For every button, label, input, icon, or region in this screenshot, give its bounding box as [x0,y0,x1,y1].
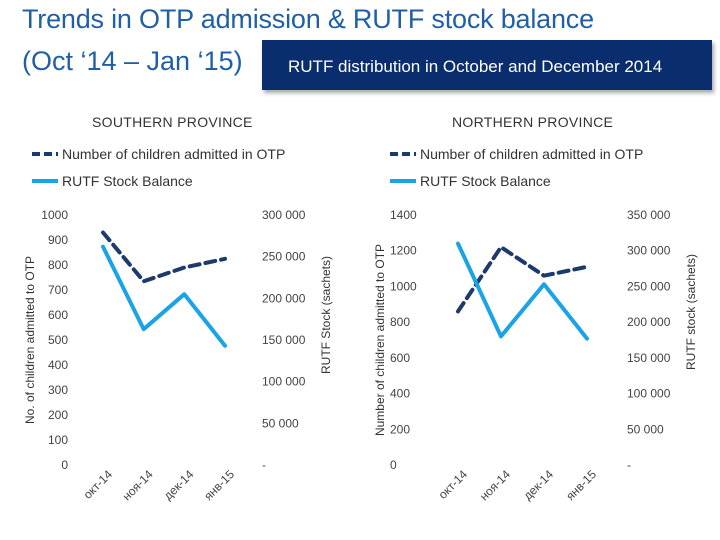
north-category-label: окт-14 [436,467,471,502]
south-left-tick: 200 [48,408,68,422]
south-right-tick: 100 000 [262,375,306,389]
north-legend-label-admitted: Number of children admitted in OTP [420,146,643,162]
north-admitted-line [456,245,589,314]
south-left-tick: 500 [48,333,68,347]
north-right-tick: 350 000 [627,208,671,222]
north-left-tick: 200 [390,422,410,436]
north-right-tick: 50 000 [627,422,664,436]
north-left-tick: 600 [390,351,410,365]
south-left-tick: 300 [48,383,68,397]
south-right-tick: 50 000 [262,416,299,430]
north-left-axis-title: Number of children admitted to OTP [373,244,387,436]
north-right-tick: 250 000 [627,279,671,293]
south-left-tick: 700 [48,283,68,297]
north-left-tick: 1000 [390,279,417,293]
south-legend-label-admitted: Number of children admitted in OTP [62,146,285,162]
south-right-tick: 200 000 [262,291,306,305]
north-category-label: дек-14 [521,467,557,503]
north-right-tick: 300 000 [627,244,671,258]
south-left-tick: 900 [48,233,68,247]
south-right-tick: 300 000 [262,208,306,222]
north-legend-label-stock: RUTF Stock Balance [420,173,551,189]
south-left-tick: 800 [48,258,68,272]
page-subtitle: (Oct ‘14 – Jan ‘15) [22,46,243,76]
south-left-tick: 400 [48,358,68,372]
north-right-tick: 100 000 [627,387,671,401]
north-right-tick: - [627,458,631,472]
south-left-tick: 1000 [41,208,68,222]
north-stock-line [456,241,589,341]
south-right-tick: 250 000 [262,250,306,264]
north-left-tick: 0 [390,458,397,472]
north-category-label: янв-15 [563,467,599,503]
north-left-tick: 800 [390,315,410,329]
south-left-tick: 0 [61,458,68,472]
distribution-banner: RUTF distribution in October and Decembe… [262,40,712,90]
southern-province-chart: Number of children admitted in OTP RUTF S… [23,146,333,503]
south-right-tick: 150 000 [262,333,306,347]
south-left-tick: 100 [48,433,68,447]
south-left-tick: 600 [48,308,68,322]
north-right-tick: 150 000 [627,351,671,365]
south-legend-label-stock: RUTF Stock Balance [62,173,193,189]
north-category-label: ноя-14 [477,467,513,503]
north-left-tick: 1200 [390,244,417,258]
north-right-tick: 200 000 [627,315,671,329]
south-right-axis-title: RUTF Stock (sachets) [319,256,333,374]
south-left-axis-title: No. of children admitted to OTP [23,256,37,424]
south-stock-line [101,244,227,348]
south-admitted-line [101,230,227,284]
northern-chart-title: NORTHERN PROVINCE [452,114,614,130]
page-title: Trends in OTP admission & RUTF stock bal… [22,4,594,34]
south-right-tick: - [262,458,266,472]
north-right-axis-title: RUTF stock (sachets) [684,254,698,370]
southern-chart-title: SOUTHERN PROVINCE [92,114,253,130]
north-left-tick: 1400 [390,208,417,222]
north-left-tick: 400 [390,387,410,401]
